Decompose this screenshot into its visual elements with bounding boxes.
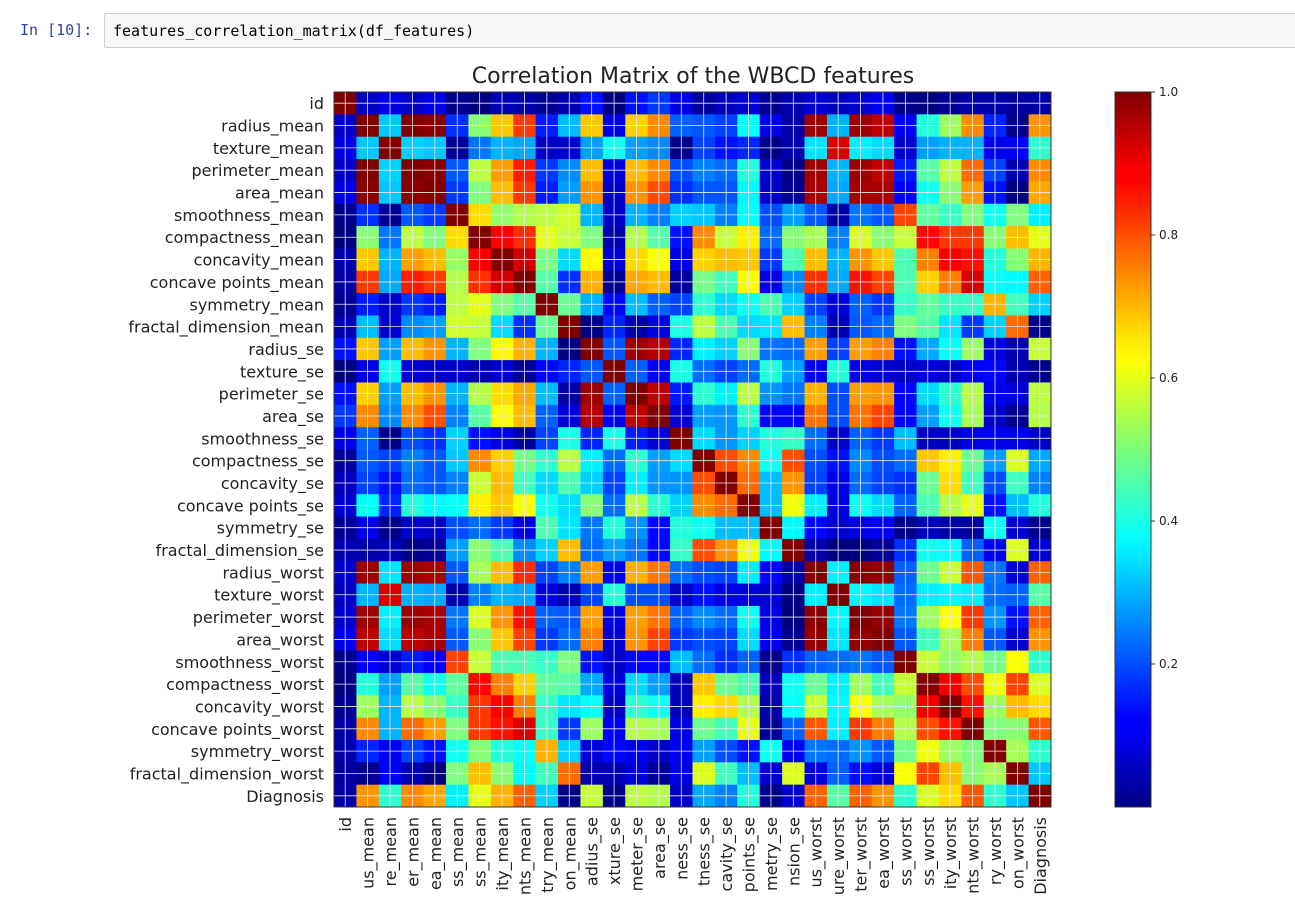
y-tick-label: id — [309, 94, 324, 113]
y-tick-label: perimeter_se — [219, 385, 324, 405]
y-tick-label: compactness_se — [192, 452, 324, 472]
heatmap-frame — [333, 91, 1052, 808]
x-tick-label: ea_mean — [426, 817, 446, 890]
x-tick-label: re_mean — [381, 817, 401, 886]
y-tick-label: Diagnosis — [246, 787, 324, 806]
x-tick-label: nts_mean — [515, 817, 535, 894]
y-tick-label: area_worst — [236, 630, 324, 650]
colorbar-tick-label: 0.8 — [1159, 228, 1178, 242]
x-axis-tick-labels: id us_mean re_mean er_mean ea_mean ss_mean ss_… — [336, 817, 1050, 895]
heatmap-cells — [334, 92, 1052, 808]
x-tick-label: ure_worst — [829, 817, 849, 894]
code-input[interactable]: features_correlation_matrix(df_features) — [104, 13, 1295, 48]
y-tick-label: smoothness_mean — [174, 206, 324, 226]
colorbar-tick-labels: 0.2 0.4 0.6 0.8 1.0 — [1151, 85, 1178, 671]
y-tick-label: symmetry_se — [217, 519, 324, 539]
y-tick-label: texture_worst — [214, 586, 324, 606]
x-tick-label: metry_se — [762, 817, 782, 891]
chart-title: Correlation Matrix of the WBCD features — [472, 64, 915, 89]
x-tick-label: on_mean — [560, 817, 580, 890]
x-tick-label: id — [336, 817, 355, 832]
x-tick-label: xture_se — [605, 817, 625, 885]
x-tick-label: meter_se — [627, 817, 647, 891]
x-tick-label: ss_mean — [448, 817, 468, 887]
y-tick-label: perimeter_worst — [193, 608, 324, 628]
correlation-heatmap-chart: Correlation Matrix of the WBCD features … — [128, 64, 1178, 895]
x-tick-label: tness_se — [695, 817, 715, 886]
y-tick-label: radius_se — [248, 340, 324, 360]
colorbar-tick-label: 0.4 — [1159, 514, 1178, 528]
y-tick-label: concave points_mean — [150, 273, 324, 293]
x-tick-label: on_worst — [1008, 817, 1028, 889]
y-tick-label: fractal_dimension_se — [156, 541, 324, 561]
x-tick-label: ea_worst — [874, 817, 894, 889]
x-tick-label: ss_mean — [471, 817, 491, 887]
y-tick-label: texture_mean — [213, 139, 324, 159]
x-tick-label: ity_mean — [493, 817, 513, 891]
y-tick-label: radius_mean — [221, 117, 324, 137]
y-tick-label: fractal_dimension_mean — [128, 318, 324, 338]
x-tick-label: points_se — [740, 817, 760, 892]
colorbar-tick-label: 1.0 — [1159, 85, 1178, 99]
y-tick-label: texture_se — [240, 362, 324, 382]
x-tick-label: cavity_se — [717, 817, 737, 891]
y-tick-label: symmetry_worst — [191, 742, 324, 762]
y-tick-label: concave points_se — [177, 496, 324, 516]
x-tick-label: nsion_se — [784, 817, 804, 886]
x-tick-label: nts_worst — [964, 817, 984, 894]
x-tick-label: ness_se — [672, 817, 692, 880]
y-tick-label: concavity_se — [221, 474, 324, 494]
x-tick-label: ity_worst — [941, 817, 961, 889]
y-tick-label: perimeter_mean — [191, 161, 324, 181]
x-tick-label: adius_se — [583, 817, 603, 886]
x-tick-label: ter_worst — [852, 817, 872, 892]
y-tick-label: area_se — [262, 407, 324, 427]
x-tick-label: ss_worst — [896, 817, 916, 886]
x-tick-label: try_mean — [538, 817, 558, 893]
y-tick-label: radius_worst — [222, 563, 324, 583]
y-tick-label: compactness_mean — [165, 228, 324, 248]
y-tick-label: compactness_worst — [166, 675, 324, 695]
x-tick-label: us_worst — [807, 817, 827, 888]
y-tick-label: concavity_mean — [194, 251, 324, 271]
y-tick-label: area_mean — [235, 184, 324, 204]
input-prompt: In [10]: — [20, 21, 93, 39]
colorbar-tick-label: 0.6 — [1159, 371, 1178, 385]
y-tick-label: concavity_worst — [195, 697, 324, 717]
y-tick-label: concave points_worst — [151, 720, 324, 740]
x-tick-label: area_se — [650, 817, 670, 879]
x-tick-label: er_mean — [403, 817, 423, 887]
y-tick-label: smoothness_worst — [175, 653, 324, 673]
y-axis-tick-labels: id radius_meantexture_meanperimeter_meana… — [128, 94, 324, 806]
x-tick-label: us_mean — [359, 817, 379, 889]
y-tick-label: symmetry_mean — [189, 295, 324, 315]
cell-output: Correlation Matrix of the WBCD features … — [0, 56, 1295, 895]
colorbar-tick-label: 0.2 — [1159, 657, 1178, 671]
y-tick-label: fractal_dimension_worst — [130, 764, 324, 784]
heatmap-grid — [334, 92, 1051, 807]
y-tick-label: smoothness_se — [201, 429, 324, 449]
x-tick-label: ss_worst — [919, 817, 939, 886]
x-tick-label: ry_worst — [986, 817, 1006, 885]
x-tick-label: Diagnosis — [1031, 817, 1050, 894]
colorbar — [1114, 91, 1152, 808]
